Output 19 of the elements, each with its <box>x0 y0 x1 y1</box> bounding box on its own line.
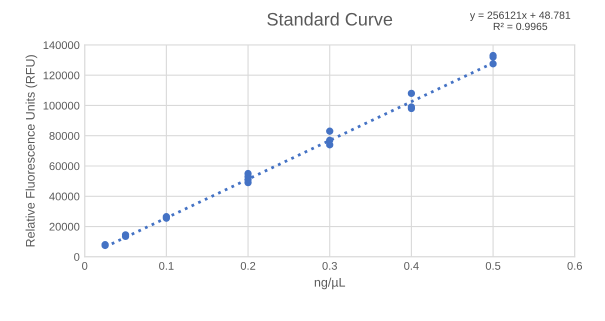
x-tick-label: 0.5 <box>486 262 500 270</box>
x-tick-label: 0.3 <box>322 262 337 270</box>
x-tick-label: 0 <box>82 262 88 270</box>
y-tick-label: 20000 <box>50 222 80 231</box>
y-tick-label: 60000 <box>50 162 80 170</box>
y-tick-label: 0 <box>74 253 80 261</box>
x-tick-label: 0.1 <box>159 262 174 270</box>
y-tick-label: 80000 <box>49 132 80 140</box>
chart-title: Standard Curve <box>267 12 392 26</box>
y-tick-label: 120000 <box>44 71 80 80</box>
y-tick-label: 100000 <box>44 102 80 110</box>
y-tick-label: 40000 <box>49 192 80 200</box>
text: y = 256121x + 48.781 R² = 0.9965 <box>470 12 570 30</box>
x-tick-label: 0.6 <box>567 262 582 270</box>
x-tick-label: 0.2 <box>240 262 256 270</box>
x-axis-title: ng/µL <box>314 278 346 290</box>
y-axis-title: Relative Fluorescence Units (RFU) <box>26 55 38 246</box>
x-tick-label: 0.4 <box>404 262 419 270</box>
y-tick-label: 140000 <box>44 41 80 50</box>
